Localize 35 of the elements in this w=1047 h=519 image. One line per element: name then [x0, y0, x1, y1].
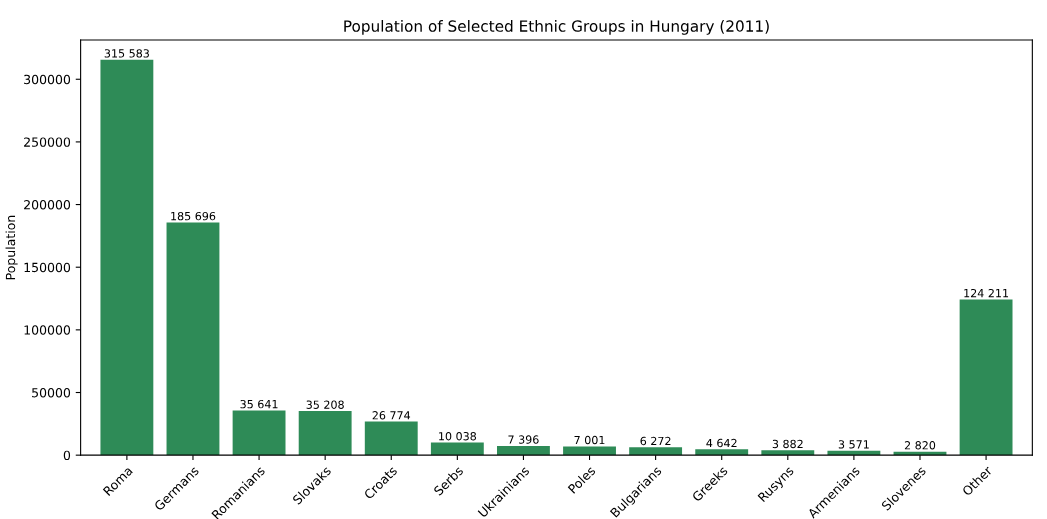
bar — [100, 59, 154, 456]
data-label: 4 642 — [706, 438, 737, 448]
y-tick-label: 300000 — [24, 74, 71, 85]
y-tick-label: 100000 — [24, 325, 71, 335]
data-label: 35 641 — [240, 399, 278, 409]
data-label: 185 696 — [171, 211, 216, 221]
bar — [298, 411, 352, 456]
bar — [629, 447, 683, 456]
bar — [563, 446, 616, 456]
data-label: 315 583 — [104, 49, 149, 58]
data-label: 3 882 — [772, 439, 803, 449]
bar — [232, 410, 286, 456]
data-label: 35 208 — [306, 400, 344, 409]
data-label: 6 272 — [640, 436, 671, 446]
data-label: 124 211 — [964, 288, 1009, 298]
bar — [364, 421, 418, 456]
data-label: 7 001 — [574, 435, 605, 445]
y-tick-label: 250000 — [24, 137, 71, 147]
y-tick-label: 50000 — [32, 387, 71, 398]
bar — [166, 222, 220, 456]
data-label: 2 820 — [904, 441, 936, 450]
y-tick-label: 200000 — [24, 200, 71, 210]
bar — [761, 450, 815, 456]
bar — [497, 445, 550, 456]
y-tick-label: 0 — [63, 450, 71, 461]
data-label: 7 396 — [508, 435, 539, 444]
data-label: 26 774 — [372, 411, 411, 420]
y-axis-title: Population — [5, 215, 18, 280]
y-tick-label: 150000 — [24, 262, 71, 273]
bar — [695, 449, 749, 456]
data-label: 3 571 — [838, 440, 869, 449]
bar — [430, 442, 484, 456]
bar — [959, 299, 1013, 456]
data-label: 10 038 — [439, 432, 477, 441]
chart-title: Population of Selected Ethnic Groups in Hungary (2011) — [344, 20, 769, 35]
